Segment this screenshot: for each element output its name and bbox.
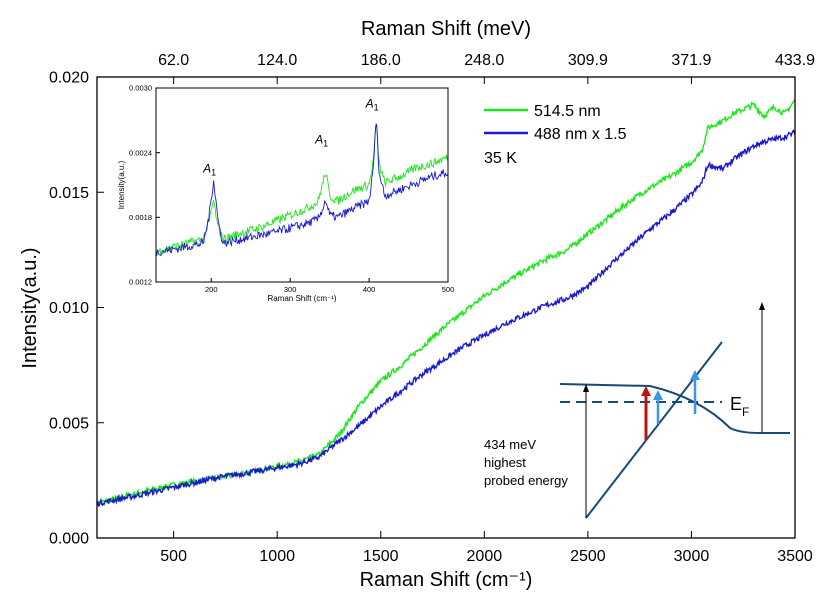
inset-y-axis-title: Intensity(a.u.) [117, 160, 126, 209]
main-series-2-line [97, 129, 795, 507]
top-x-tick-label: 309.9 [568, 52, 608, 69]
top-x-tick-label: 124.0 [257, 52, 297, 69]
main-y-tick-label: 0.005 [49, 415, 89, 432]
main-x-tick-label: 3000 [674, 548, 710, 565]
energy-note-line-3: probed energy [484, 473, 568, 488]
energy-note-line-2: highest [484, 455, 526, 470]
inset-x-axis-title: Raman Shift (cm⁻¹) [267, 294, 336, 303]
inset-background [156, 88, 448, 282]
inset-peak-label-1: A1 [202, 161, 216, 177]
inset-series-1-line [156, 123, 448, 257]
inset-x-tick-label: 400 [363, 285, 376, 294]
arrow-blue-2-head [690, 370, 700, 380]
inset-y-tick-label: 0.0012 [129, 278, 152, 287]
top-x-tick-label: 62.0 [158, 52, 189, 69]
main-y-tick-label: 0.015 [49, 185, 89, 202]
arrow-black-right-head [759, 302, 765, 310]
arrow-black-left-head [583, 384, 589, 392]
main-y-tick-label: 0.010 [49, 300, 89, 317]
top-axis-title: Raman Shift (meV) [361, 18, 531, 40]
arrow-red-head [641, 386, 651, 396]
arrow-blue-1-head [653, 390, 663, 400]
top-x-tick-label: 248.0 [464, 52, 504, 69]
inset-series-2-line [156, 123, 448, 257]
main-x-tick-label: 2000 [467, 548, 503, 565]
main-x-tick-label: 1500 [363, 548, 399, 565]
x-axis-title: Raman Shift (cm⁻¹) [360, 569, 533, 591]
energy-note-line-1: 434 meV [484, 437, 536, 452]
temperature-label: 35 K [484, 150, 517, 167]
dirac-cone-line [585, 341, 723, 519]
inset-y-tick-label: 0.0024 [129, 148, 152, 157]
inset-frame [155, 87, 449, 283]
inset-x-tick-label: 200 [205, 285, 218, 294]
inset-y-tick-label: 0.0018 [129, 213, 152, 222]
main-y-tick-label: 0.020 [49, 70, 89, 87]
legend: 514.5 nm 488 nm x 1.5 35 K [484, 103, 627, 167]
inset-chart: 200 300 400 500 0.0012 0.0018 0.0024 0.0030 Ram… [117, 84, 454, 303]
inset-y-tick-label: 0.0030 [129, 84, 152, 93]
inset-peak-labels: A1 A1 A1 [202, 97, 379, 178]
inset-x-tick-label: 300 [284, 285, 297, 294]
main-x-tick-label: 3500 [777, 548, 813, 565]
main-y-tick-label: 0.000 [49, 531, 89, 548]
top-x-tick-label: 186.0 [361, 52, 401, 69]
inset-plot-area [156, 123, 448, 257]
top-x-tick-label: 371.9 [671, 52, 711, 69]
band-schematic: EF 434 meV highest probed energy [484, 302, 790, 519]
top-x-tick-label: 433.9 [775, 52, 815, 69]
legend-label-514: 514.5 nm [534, 103, 601, 120]
inset-axes: 200 300 400 500 0.0012 0.0018 0.0024 0.0030 [129, 84, 454, 294]
inset-peak-label-3: A1 [365, 97, 379, 113]
fermi-level-label: EF [730, 394, 749, 419]
inset-peak-label-2: A1 [314, 132, 328, 148]
y-axis-title: Intensity(a.u.) [19, 247, 41, 368]
inset-x-tick-label: 500 [442, 285, 455, 294]
main-axes: 500 1000 1500 2000 2500 3000 3500 0.000 0.005 0.0… [49, 52, 815, 565]
legend-label-488: 488 nm x 1.5 [534, 126, 627, 143]
main-plot-area [97, 98, 795, 507]
main-x-tick-label: 500 [160, 548, 187, 565]
band-curve [559, 383, 790, 434]
main-x-tick-label: 1000 [259, 548, 295, 565]
main-x-tick-label: 2500 [570, 548, 606, 565]
